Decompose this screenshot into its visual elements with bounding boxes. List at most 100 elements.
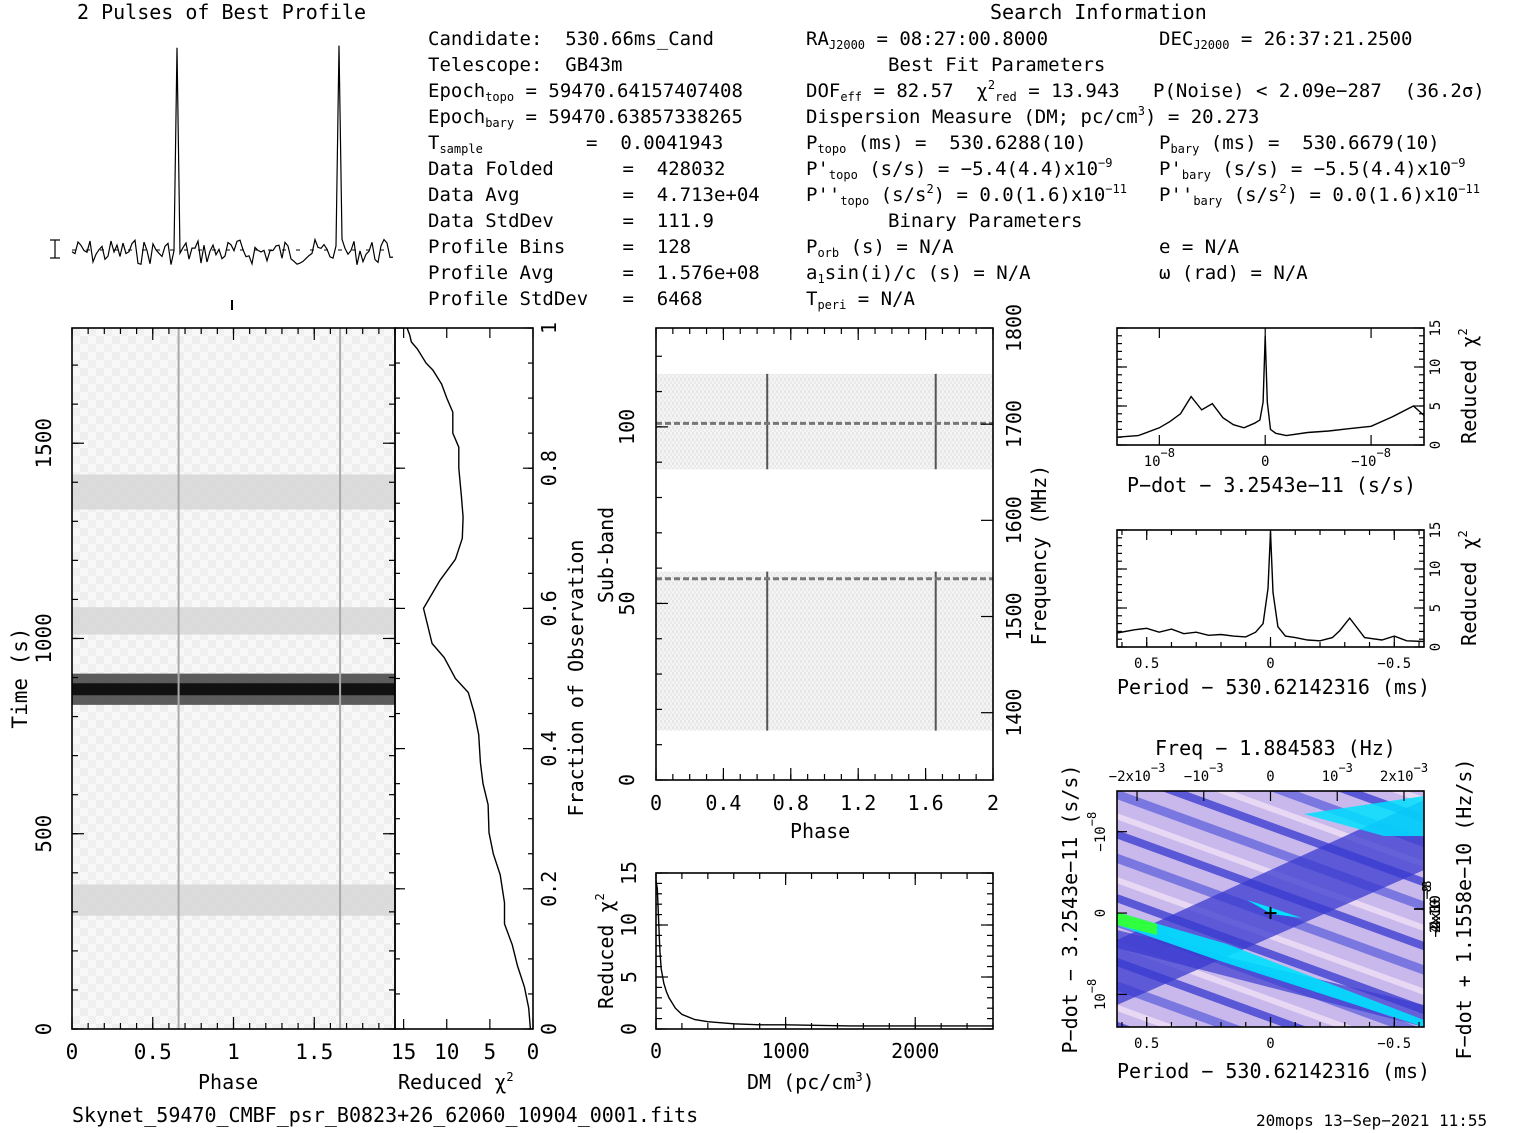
subband-phase-plot: 0 0.4 0.8 1.2 1.6 2 0 50 100 1400 1500 1600 1700 1800… — [594, 304, 1051, 815]
pdot-ytick-label: 5 — [1428, 402, 1444, 410]
time-chi2-xlabel: Reduced χ2 — [398, 1070, 514, 1094]
plane-ytick-label: −10−8 — [1085, 812, 1109, 852]
time-phase-xlabel: Phase — [198, 1070, 259, 1094]
porb-text: Porb (s) = N/A — [806, 236, 954, 260]
dm-frame — [655, 872, 994, 1030]
dm-ytick-label: 0 — [617, 1023, 641, 1035]
subband-y2label: Frequency (MHz) — [1027, 465, 1051, 646]
time-phase-xtick-label: 0 — [66, 1040, 79, 1064]
period-ylabel: Reduced χ2 — [1456, 530, 1481, 646]
period-chi2-xlabel: Period − 530.62142316 (ms) — [1117, 675, 1431, 699]
dm-xtick-label: 1000 — [762, 1039, 810, 1063]
plane-xtick-label: 0.5 — [1134, 1036, 1159, 1052]
pdot-ylabel: Reduced χ2 — [1456, 328, 1481, 444]
plane-x2tick-label: 10−3 — [1322, 761, 1353, 785]
footer-timestamp: 20mops 13−Sep−2021 11:55 — [1256, 1111, 1488, 1130]
subband-y2tick-label: 1600 — [1002, 496, 1026, 544]
profile-plot — [50, 45, 394, 310]
pdot-chi2-xlabel: P−dot − 3.2543e−11 (s/s) — [1127, 473, 1416, 497]
pdot-ytick-label: 0 — [1428, 441, 1444, 449]
subband-data-block — [656, 373, 993, 470]
time-chi2-ytick-label: 1 — [537, 322, 561, 334]
dm-ytick-label: 10 — [617, 913, 641, 937]
dm-text: Dispersion Measure (DM; pc/cm3) = 20.273 — [806, 104, 1260, 128]
plane-ridge-band — [1117, 930, 1424, 1027]
period-line — [1116, 531, 1425, 643]
telescope-text: Telescope: GB43m — [428, 54, 623, 76]
pplane-xlabel: Period − 530.62142316 (ms) — [1117, 1059, 1431, 1083]
data-stddev-text: Data StdDev = 111.9 — [428, 210, 714, 232]
subband-ytick-label: 100 — [615, 409, 639, 445]
subband-xtick-label: 1.6 — [908, 791, 944, 815]
ptopo-text: Ptopo (ms) = 530.6288(10) — [806, 132, 1087, 156]
subband-y2tick-label: 1700 — [1002, 400, 1026, 448]
time-phase-ytick-label: 0 — [32, 1023, 56, 1036]
period-ytick-label: 10 — [1428, 561, 1444, 578]
data-folded-text: Data Folded = 428032 — [428, 158, 726, 180]
profile-stddev-text: Profile StdDev = 6468 — [428, 288, 703, 310]
epoch-topo-text: Epochtopo = 59470.64157407408 — [428, 80, 743, 104]
dm-ylabel: Reduced χ2 — [593, 893, 618, 1009]
footer-filename: Skynet_59470_CMBF_psr_B0823+26_62060_109… — [72, 1103, 699, 1127]
dm-xlabel: DM (pc/cm3) — [747, 1070, 875, 1094]
dm-chi2-plot: 0 1000 2000 0 5 10 15 Reduced χ2 — [593, 861, 994, 1063]
pdot-xtick-label: 0 — [1261, 454, 1269, 470]
time-chi2-ytick-label: 0 — [537, 1023, 561, 1035]
subband-ytick-label: 0 — [615, 774, 639, 786]
plane-x2tick-label: 0 — [1266, 769, 1274, 785]
ra-text: RAJ2000 = 08:27:00.8000 — [806, 28, 1049, 52]
plane-x2tick-label: 2x10−3 — [1380, 761, 1428, 785]
plane-image — [1117, 791, 1424, 1027]
period-xtick-label: −0.5 — [1377, 656, 1411, 672]
tperi-text: Tperi = N/A — [806, 288, 915, 312]
plane-ylabel: P−dot − 3.2543e−11 (s/s) — [1058, 765, 1082, 1054]
subband-y2tick-label: 1400 — [1002, 689, 1026, 737]
dm-xtick-label: 2000 — [891, 1039, 939, 1063]
pdot-line — [1116, 335, 1425, 438]
subband-xtick-label: 0.8 — [773, 791, 809, 815]
pdot-ytick-label: 15 — [1428, 320, 1444, 337]
pdot-xtick-label: −10−8 — [1351, 446, 1391, 470]
time-chi2-xtick-label: 10 — [434, 1040, 459, 1064]
subband-xtick-label: 0 — [650, 791, 662, 815]
plane-x2tick-label: −2x10−3 — [1109, 761, 1166, 785]
subband-xtick-label: 0.4 — [705, 791, 741, 815]
candidate-text: Candidate: 530.66ms_Cand — [428, 28, 714, 50]
epoch-bary-text: Epochbary = 59470.63857338265 — [428, 106, 743, 130]
time-chi2-xtick-label: 0 — [527, 1040, 540, 1064]
p-pdot-plane-plot: 0.5 0 −0.5 −2x10−3 −10−3 0 10−3 2x10−3 10−8 0 −10−… — [1058, 758, 1476, 1059]
profile-bins-text: Profile Bins = 128 — [428, 236, 692, 258]
tsample-value: = 0.0041943 — [586, 132, 724, 154]
subband-ytick-label: 50 — [615, 591, 639, 615]
binary-params-title: Binary Parameters — [888, 210, 1083, 232]
time-phase-xtick-label: 0.5 — [134, 1040, 172, 1064]
subband-xtick-label: 2 — [987, 791, 999, 815]
time-chi2-ytick-label: 0.2 — [537, 871, 561, 907]
omega-text: ω (rad) = N/A — [1159, 262, 1308, 284]
time-chi2-ytick-label: 0.8 — [537, 450, 561, 486]
a1sini-text: a1sin(i)/c (s) = N/A — [806, 262, 1031, 286]
pdot-bary-text: P'bary (s/s) = −5.5(4.4)x10−9 — [1159, 156, 1466, 182]
plane-xtick-label: 0 — [1266, 1036, 1274, 1052]
pdot-frame — [1116, 327, 1425, 446]
period-ytick-label: 15 — [1428, 522, 1444, 539]
time-phase-ytick-label: 1000 — [32, 613, 56, 664]
time-band-core — [72, 683, 395, 696]
subband-data-block — [656, 571, 993, 731]
ecc-text: e = N/A — [1159, 236, 1240, 258]
plane-y2tick-label: 0 — [1428, 905, 1444, 913]
pdot-ytick-label: 10 — [1428, 359, 1444, 376]
period-xtick-label: 0 — [1266, 656, 1274, 672]
time-phase-ylabel: Time (s) — [8, 627, 32, 728]
plane-ridge-bright — [1117, 912, 1424, 1027]
period-xtick-label: 0.5 — [1134, 656, 1159, 672]
time-chi2-ytick-label: 0.6 — [537, 590, 561, 626]
subband-y2tick-label: 1500 — [1002, 592, 1026, 640]
best-fit-title: Best Fit Parameters — [888, 54, 1106, 76]
dm-line — [655, 880, 993, 1027]
data-avg-text: Data Avg = 4.713e+04 — [428, 184, 760, 206]
time-phase-xtick-label: 1 — [227, 1040, 240, 1064]
plane-ytick-label: 0 — [1093, 909, 1109, 917]
